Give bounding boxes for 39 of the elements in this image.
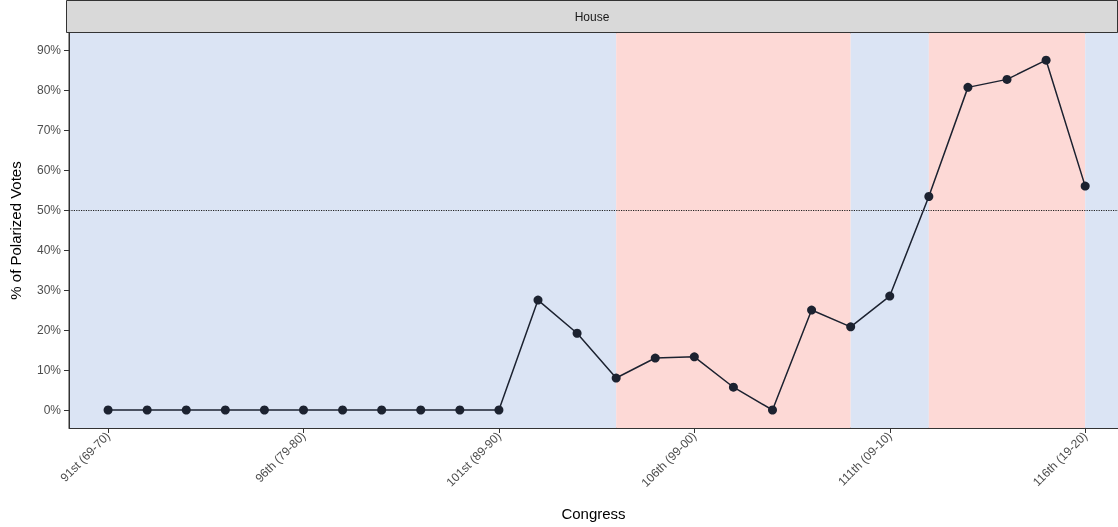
point	[259, 405, 269, 415]
point	[885, 291, 895, 301]
point	[650, 353, 660, 363]
y-tick-label: 0%	[43, 403, 62, 418]
point	[846, 322, 856, 332]
point	[299, 405, 308, 415]
y-tick-label: 40%	[36, 243, 62, 258]
point	[924, 192, 934, 202]
point	[220, 405, 230, 415]
point	[181, 405, 191, 415]
y-tick-label: 60%	[36, 163, 62, 178]
point	[533, 295, 543, 305]
point	[963, 82, 973, 92]
x-axis-title: Congress	[561, 505, 626, 522]
point	[377, 405, 387, 415]
point	[611, 373, 621, 383]
y-tick-label: 20%	[36, 323, 62, 338]
point	[416, 405, 426, 415]
point	[142, 405, 152, 415]
point	[494, 405, 504, 415]
point	[338, 405, 348, 415]
point	[572, 328, 582, 338]
point	[1002, 74, 1012, 84]
point	[728, 382, 738, 392]
y-axis-title: % of Polarized Votes	[7, 161, 24, 300]
point	[103, 405, 113, 415]
point	[1041, 55, 1051, 65]
chart-title: House	[574, 9, 610, 24]
y-tick-label: 80%	[36, 83, 62, 98]
point	[455, 405, 465, 415]
point	[768, 405, 777, 415]
point	[689, 352, 699, 362]
y-tick-label: 10%	[36, 363, 62, 378]
y-tick-label: 50%	[36, 203, 62, 218]
y-tick-label: 30%	[36, 283, 62, 298]
point	[807, 305, 817, 315]
y-tick-label: 90%	[36, 43, 62, 58]
y-tick-label: 70%	[36, 123, 62, 138]
point	[1080, 181, 1090, 191]
